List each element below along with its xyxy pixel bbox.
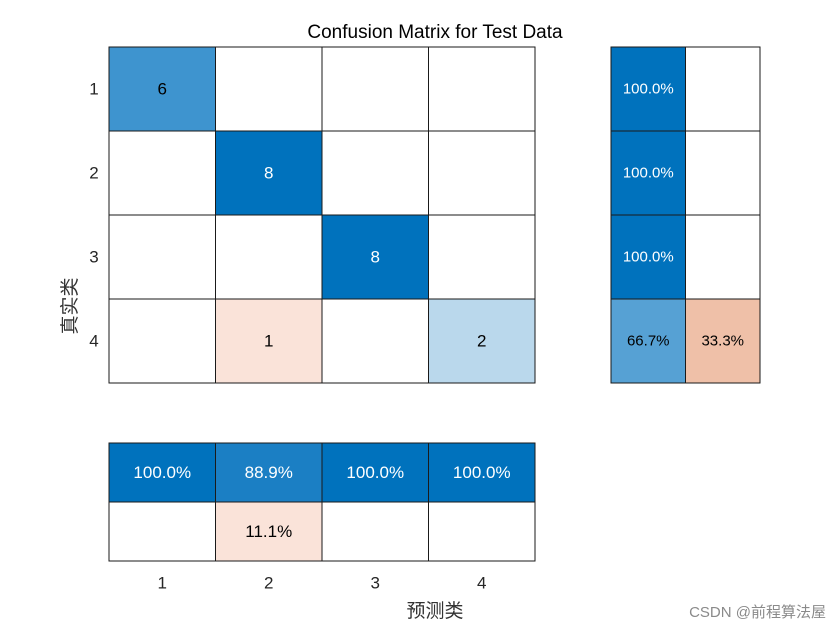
row-summary-cell: [610, 46, 686, 132]
row-summary-cell: [610, 214, 686, 300]
row-summary-value: 100.0%: [623, 81, 674, 98]
matrix-cell-value: 8: [371, 248, 380, 267]
matrix-cell: [108, 298, 216, 384]
matrix-cell-value: 1: [264, 332, 273, 351]
matrix-cell: [428, 46, 536, 132]
y-tick-label: 3: [89, 248, 98, 267]
matrix-cell: [321, 46, 429, 132]
matrix-cell-value: 8: [264, 164, 273, 183]
watermark: CSDN @前程算法屋: [689, 603, 826, 621]
row-summary-value: 66.7%: [627, 333, 670, 350]
x-tick-label: 2: [264, 574, 273, 593]
x-axis-label: 预测类: [406, 600, 463, 622]
column-summary-cell: [108, 501, 216, 562]
matrix-cell: [321, 214, 429, 300]
matrix-cell: [215, 130, 323, 216]
row-summary-cell: [685, 214, 761, 300]
y-tick-label: 4: [89, 332, 98, 351]
matrix-cell: [321, 130, 429, 216]
x-tick-label: 3: [371, 574, 380, 593]
matrix-cell: [215, 298, 323, 384]
matrix-cell-value: 2: [477, 332, 486, 351]
matrix-cell-value: 6: [158, 80, 167, 99]
matrix-cell: [215, 214, 323, 300]
y-tick-label: 2: [89, 164, 98, 183]
row-summary-value: 100.0%: [623, 165, 674, 182]
row-summary-cell: [685, 46, 761, 132]
chart-title: Confusion Matrix for Test Data: [307, 22, 563, 43]
row-summary-cell: [685, 298, 761, 384]
matrix-cell: [428, 214, 536, 300]
matrix-cell: [215, 46, 323, 132]
column-summary-value: 100.0%: [453, 463, 511, 482]
x-tick-label: 1: [158, 574, 167, 593]
row-summary: 100.0% 100.0% 100.0% 66.7% 33.3%: [610, 46, 761, 384]
column-summary-value: 100.0%: [133, 463, 191, 482]
column-summary-value: 11.1%: [245, 522, 292, 541]
row-summary-cell: [610, 298, 686, 384]
y-axis-label: 真实类: [59, 277, 81, 334]
matrix-cell: [321, 298, 429, 384]
matrix-cell: [428, 298, 536, 384]
y-tick-label: 1: [89, 80, 98, 99]
column-summary-cell: [428, 442, 536, 503]
matrix-cell: [108, 130, 216, 216]
matrix-cell: [108, 46, 216, 132]
column-summary: 100.0% 88.9% 100.0% 100.0% 11.1%: [108, 442, 536, 562]
row-summary-cell: [685, 130, 761, 216]
matrix-cell: [428, 130, 536, 216]
column-summary-value: 100.0%: [346, 463, 404, 482]
main-matrix: 6 8 8 1 2: [108, 46, 536, 384]
column-summary-cell: [215, 442, 323, 503]
column-summary-value: 88.9%: [245, 463, 293, 482]
tick-labels: 1 1 2 2 3 3 4 4: [89, 80, 486, 593]
matrix-cell: [108, 214, 216, 300]
column-summary-cell: [321, 442, 429, 503]
column-summary-cell: [428, 501, 536, 562]
column-summary-cell: [321, 501, 429, 562]
row-summary-value: 100.0%: [623, 249, 674, 266]
x-tick-label: 4: [477, 574, 486, 593]
row-summary-value: 33.3%: [701, 333, 744, 350]
